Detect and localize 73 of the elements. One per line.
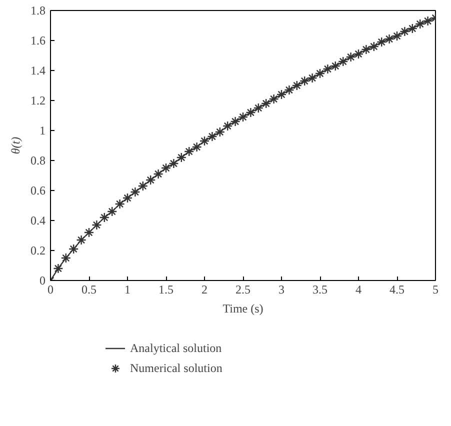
legend-label: Analytical solution: [130, 340, 222, 356]
point: [192, 142, 202, 152]
point: [122, 192, 133, 204]
point: [146, 174, 156, 186]
point: [99, 212, 110, 223]
x-tick-label: 2: [202, 282, 208, 296]
y-tick-label: 0.8: [30, 154, 46, 168]
y-tick-label: 0.6: [30, 184, 46, 198]
point: [346, 52, 356, 62]
point: [199, 136, 210, 146]
point: [415, 18, 426, 30]
point: [207, 131, 218, 142]
point: [68, 244, 79, 254]
point: [392, 30, 402, 42]
x-tick-label: 2.5: [236, 282, 250, 296]
point: [353, 48, 364, 60]
point: [238, 112, 248, 122]
point: [400, 26, 410, 37]
point: [314, 68, 326, 79]
point: [107, 206, 118, 217]
point: [76, 234, 86, 246]
x-tick-label: 5: [432, 282, 438, 296]
point: [307, 72, 318, 84]
point: [300, 76, 310, 86]
point: [422, 16, 433, 26]
x-axis-title: Time (s): [222, 302, 264, 316]
point: [92, 220, 102, 230]
point: [130, 186, 140, 198]
point: [261, 98, 272, 109]
point: [168, 158, 179, 169]
y-tick-label: 1: [40, 124, 46, 138]
x-tick-label: 4: [356, 282, 362, 296]
y-axis-title: θ(t): [8, 136, 22, 154]
point: [338, 56, 348, 67]
point: [376, 36, 387, 48]
point: [253, 102, 264, 114]
point: [153, 168, 164, 180]
point: [368, 41, 379, 52]
point: [407, 23, 418, 34]
point: [330, 60, 340, 72]
y-tick-label: 0.4: [30, 214, 46, 228]
x-tick-label: 1.5: [158, 282, 174, 296]
point: [214, 126, 225, 138]
point: [160, 162, 172, 174]
point: [361, 44, 372, 55]
point: [230, 116, 240, 127]
point: [176, 152, 186, 163]
point: [246, 107, 256, 118]
y-tick-label: 1.2: [30, 94, 46, 108]
legend-label: Numerical solution: [130, 360, 222, 376]
point: [292, 80, 302, 91]
x-tick-label: 3.5: [312, 282, 328, 296]
point: [138, 180, 148, 192]
y-tick-label: 1.8: [30, 4, 46, 18]
y-tick-label: 0: [40, 274, 46, 288]
point: [268, 94, 279, 104]
y-tick-label: 1.4: [30, 64, 46, 78]
point: [322, 64, 333, 74]
point: [184, 146, 194, 157]
y-tick-label: 1.6: [30, 34, 46, 48]
point: [60, 252, 71, 264]
point: [84, 227, 94, 238]
point: [114, 198, 125, 210]
x-tick-label: 4.5: [390, 282, 404, 296]
x-tick-label: 1: [124, 282, 130, 296]
point: [276, 89, 287, 100]
point: [222, 120, 233, 132]
x-tick-label: 0.5: [82, 282, 96, 296]
y-tick-label: 0.2: [30, 244, 46, 258]
x-tick-label: 3: [278, 282, 284, 296]
point: [384, 34, 394, 44]
point: [284, 84, 294, 96]
point: [53, 263, 64, 274]
